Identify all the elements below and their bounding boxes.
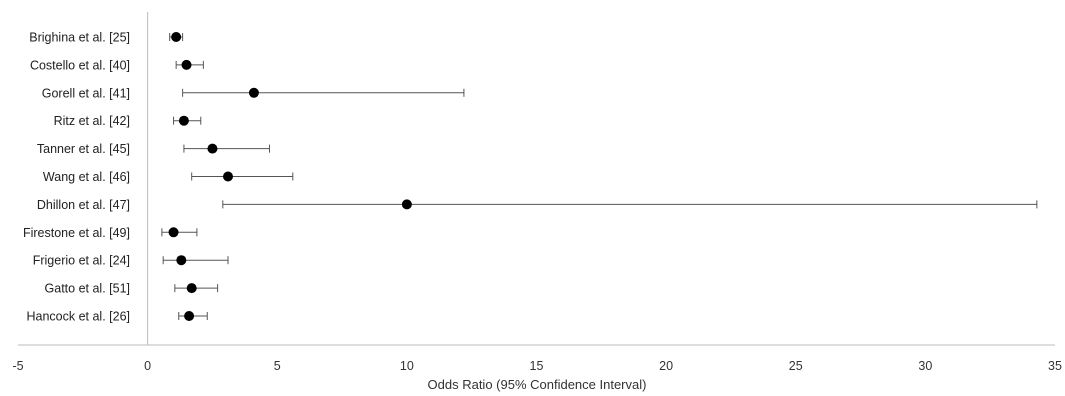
x-tick-label: 15: [530, 359, 544, 373]
x-tick-label: 20: [659, 359, 673, 373]
odds-ratio-marker: [181, 59, 192, 70]
odds-ratio-marker: [207, 143, 218, 154]
x-tick-label: 0: [144, 359, 151, 373]
x-tick-label: 5: [274, 359, 281, 373]
study-label: Ritz et al. [42]: [54, 114, 130, 128]
study-label: Firestone et al. [49]: [23, 226, 130, 240]
study-label: Gorell et al. [41]: [42, 86, 130, 100]
x-tick-label: 10: [400, 359, 414, 373]
x-tick-label: 25: [789, 359, 803, 373]
study-label: Wang et al. [46]: [43, 170, 130, 184]
odds-ratio-marker: [176, 255, 187, 266]
study-label: Costello et al. [40]: [30, 58, 130, 72]
odds-ratio-points: [168, 32, 412, 321]
odds-ratio-marker: [401, 199, 412, 210]
x-tick-label: -5: [12, 359, 23, 373]
odds-ratio-marker: [184, 311, 195, 321]
x-axis-title: Odds Ratio (95% Confidence Interval): [428, 377, 647, 392]
study-labels: Brighina et al. [25] Costello et al. [40]…: [23, 31, 130, 324]
study-label: Dhillon et al. [47]: [37, 198, 130, 212]
x-tick-label: 35: [1048, 359, 1062, 373]
odds-ratio-marker: [186, 283, 197, 294]
odds-ratio-marker: [168, 227, 179, 238]
study-label: Tanner et al. [45]: [37, 142, 130, 156]
study-label: Hancock et al. [26]: [26, 310, 130, 324]
odds-ratio-marker: [178, 115, 189, 126]
axis-layer: [18, 12, 1055, 346]
study-label: Brighina et al. [25]: [29, 31, 130, 45]
x-tick-label: 30: [918, 359, 932, 373]
study-label: Gatto et al. [51]: [45, 282, 130, 296]
odds-ratio-marker: [248, 87, 259, 98]
study-label: Frigerio et al. [24]: [33, 254, 130, 268]
odds-ratio-marker: [222, 171, 233, 182]
odds-ratio-marker: [171, 32, 182, 42]
confidence-intervals: [161, 33, 1038, 320]
x-tick-labels: -5 0 5 10 15 20 25 30 35: [12, 359, 1062, 373]
